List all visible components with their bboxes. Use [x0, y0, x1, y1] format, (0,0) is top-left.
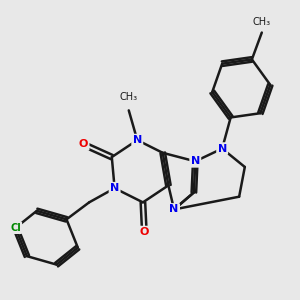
Text: Cl: Cl	[10, 223, 21, 233]
Text: N: N	[133, 135, 142, 145]
Text: N: N	[169, 204, 179, 214]
Text: O: O	[140, 227, 149, 237]
Text: O: O	[79, 139, 88, 149]
Text: CH₃: CH₃	[253, 17, 271, 27]
Text: N: N	[110, 183, 119, 193]
Text: N: N	[191, 156, 200, 166]
Text: N: N	[218, 144, 227, 154]
Text: CH₃: CH₃	[120, 92, 138, 102]
